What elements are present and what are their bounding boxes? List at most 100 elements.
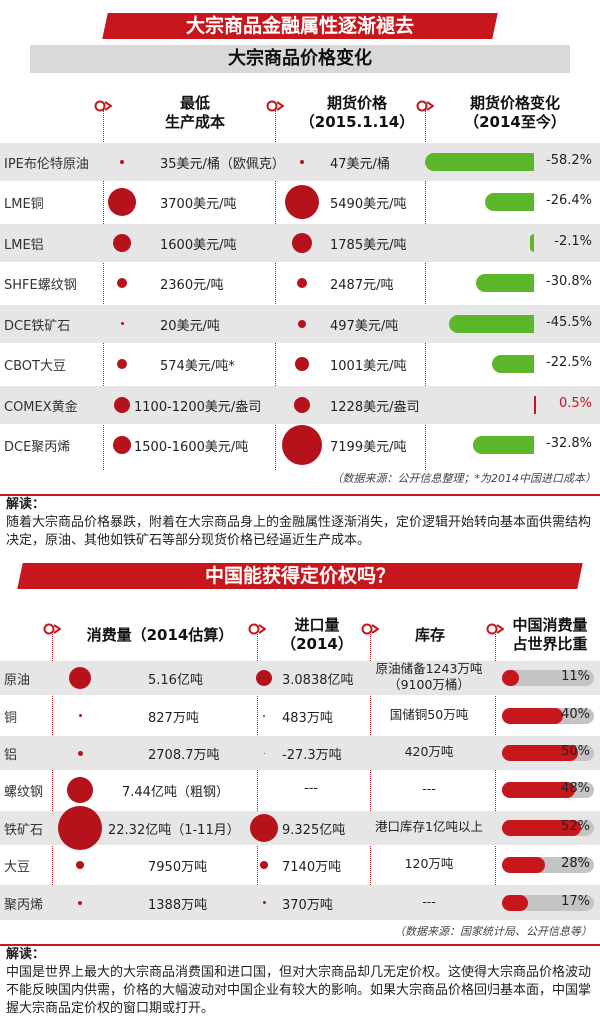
column-marker-icon: [416, 97, 435, 112]
cost-dot: [108, 188, 136, 217]
column-marker-icon: [361, 620, 380, 635]
stock-value: ---: [422, 781, 436, 797]
row-label: 铜: [4, 710, 18, 726]
price-dot: [300, 159, 304, 164]
change-value: -26.4%: [546, 193, 592, 209]
cost-value: 1500-1600美元/吨: [134, 440, 249, 456]
cost-dot: [117, 278, 127, 289]
change-value: -32.8%: [546, 436, 592, 452]
share-value: 17%: [561, 893, 590, 909]
consumption-value: 22.32亿吨（1-11月）: [108, 822, 240, 838]
row-label: LME铝: [4, 237, 44, 253]
row-label: SHFE螺纹钢: [4, 278, 77, 294]
section1-banner-text: 大宗商品金融属性逐渐褪去: [185, 15, 414, 37]
column-divider: [495, 634, 496, 919]
row-label: LME铜: [4, 197, 44, 213]
section1-banner: 大宗商品金融属性逐渐褪去: [102, 13, 498, 39]
change-value: 0.5%: [558, 395, 592, 411]
change-bar: [491, 355, 534, 374]
t2-header-consumption: 消费量（2014估算）: [86, 626, 234, 644]
price-value: 1785美元/吨: [330, 237, 407, 253]
consumption-value: 1388万吨: [148, 897, 208, 913]
cost-value: 3700美元/吨: [160, 197, 237, 213]
price-value: 2487元/吨: [330, 278, 394, 294]
price-value: 47美元/桶: [330, 156, 390, 172]
price-dot: [294, 396, 310, 413]
price-dot: [282, 425, 322, 466]
section2-banner-text: 中国能获得定价权吗？: [204, 565, 395, 587]
reading1-divider: [0, 494, 600, 496]
t1-header-change: 期货价格变化 （2014至今）: [464, 94, 566, 131]
t2-header-stock: 库存: [414, 626, 445, 644]
consumption-dot: [78, 900, 82, 905]
t1-header-cost: 最低 生产成本: [164, 94, 225, 131]
share-value: 50%: [561, 744, 590, 759]
share-value: 28%: [561, 856, 590, 872]
cost-dot: [117, 359, 127, 370]
price-value: 1228美元/盎司: [330, 399, 420, 415]
t2-header-share: 中国消费量 占世界比重: [512, 616, 588, 653]
stock-value: 港口库存1亿吨以上: [375, 818, 483, 834]
reading1-text: 随着大宗商品价格暴跌，附着在大宗商品身上的金融属性逐渐消失，定价逻辑开始转向基本…: [6, 515, 592, 548]
import-value: 370万吨: [282, 897, 333, 913]
share-bar-fill: [502, 857, 545, 874]
row-label: COMEX黄金: [4, 399, 78, 415]
consumption-value: 7950万吨: [148, 860, 208, 876]
consumption-dot: [67, 777, 93, 804]
consumption-value: 7.44亿吨（粗钢）: [122, 785, 229, 801]
import-value: 483万吨: [282, 710, 333, 726]
cost-value: 1100-1200美元/盎司: [134, 399, 262, 415]
share-bar-fill: [502, 782, 576, 799]
cost-value: 2360元/吨: [160, 278, 224, 294]
import-dot: [260, 861, 268, 870]
share-value: 11%: [561, 669, 590, 685]
t1-source: （数据来源：公开信息整理；*为2014中国进口成本）: [331, 472, 597, 485]
row-label: CBOT大豆: [4, 359, 66, 375]
table-row-bg: [0, 661, 600, 696]
row-label: 原油: [4, 673, 31, 689]
import-dot: [263, 714, 265, 717]
import-value: 3.0838亿吨: [282, 673, 354, 689]
cost-value: 20美元/吨: [160, 318, 220, 334]
cost-value: 35美元/桶（欧佩克）: [160, 156, 285, 172]
section1-subtitle-text: 大宗商品价格变化: [228, 48, 372, 69]
consumption-dot: [78, 714, 82, 718]
reading2-title: 解读：: [6, 947, 46, 962]
row-label: IPE布伦特原油: [4, 156, 89, 172]
import-value: 7140万吨: [282, 860, 342, 876]
consumption-dot: [76, 861, 84, 870]
column-divider: [425, 110, 426, 470]
import-dot: [250, 813, 278, 842]
price-dot: [292, 232, 312, 253]
stock-value: 120万吨: [404, 856, 454, 872]
change-bar: [484, 193, 534, 212]
import-dot: [256, 670, 272, 687]
change-bar: [425, 152, 534, 171]
row-label: DCE聚丙烯: [4, 440, 71, 456]
change-bar: [476, 274, 534, 293]
change-bar: [530, 233, 534, 252]
share-value: 48%: [561, 781, 590, 797]
change-value: -22.5%: [546, 355, 592, 371]
consumption-dot: [77, 750, 83, 756]
price-dot: [298, 319, 306, 328]
t1-header-price: 期货价格 （2015.1.14）: [299, 94, 415, 131]
t2-source: （数据来源：国家统计局、公开信息等）: [394, 925, 592, 938]
table-row-bg: [0, 735, 600, 771]
row-label: 聚丙烯: [4, 897, 44, 913]
reading1-title: 解读：: [6, 497, 46, 512]
change-value: -58.2%: [546, 152, 592, 168]
reading2-text: 中国是世界上最大的大宗商品消费国和进口国，但对大宗商品却几无定价权。这使得大宗商…: [6, 965, 592, 1016]
change-bar: [534, 395, 536, 414]
share-bar-fill: [502, 894, 528, 911]
cost-dot: [114, 396, 130, 413]
share-bar-bg: [502, 670, 594, 687]
cost-dot: [113, 233, 131, 252]
share-bar-fill: [502, 819, 582, 836]
row-label: DCE铁矿石: [4, 318, 71, 334]
column-divider: [370, 634, 371, 919]
stock-value: 原油储备1243万吨 （9100万桶）: [375, 661, 483, 693]
row-label: 螺纹钢: [4, 785, 44, 801]
stock-value: 420万吨: [404, 744, 454, 759]
share-bar-fill: [502, 745, 579, 761]
